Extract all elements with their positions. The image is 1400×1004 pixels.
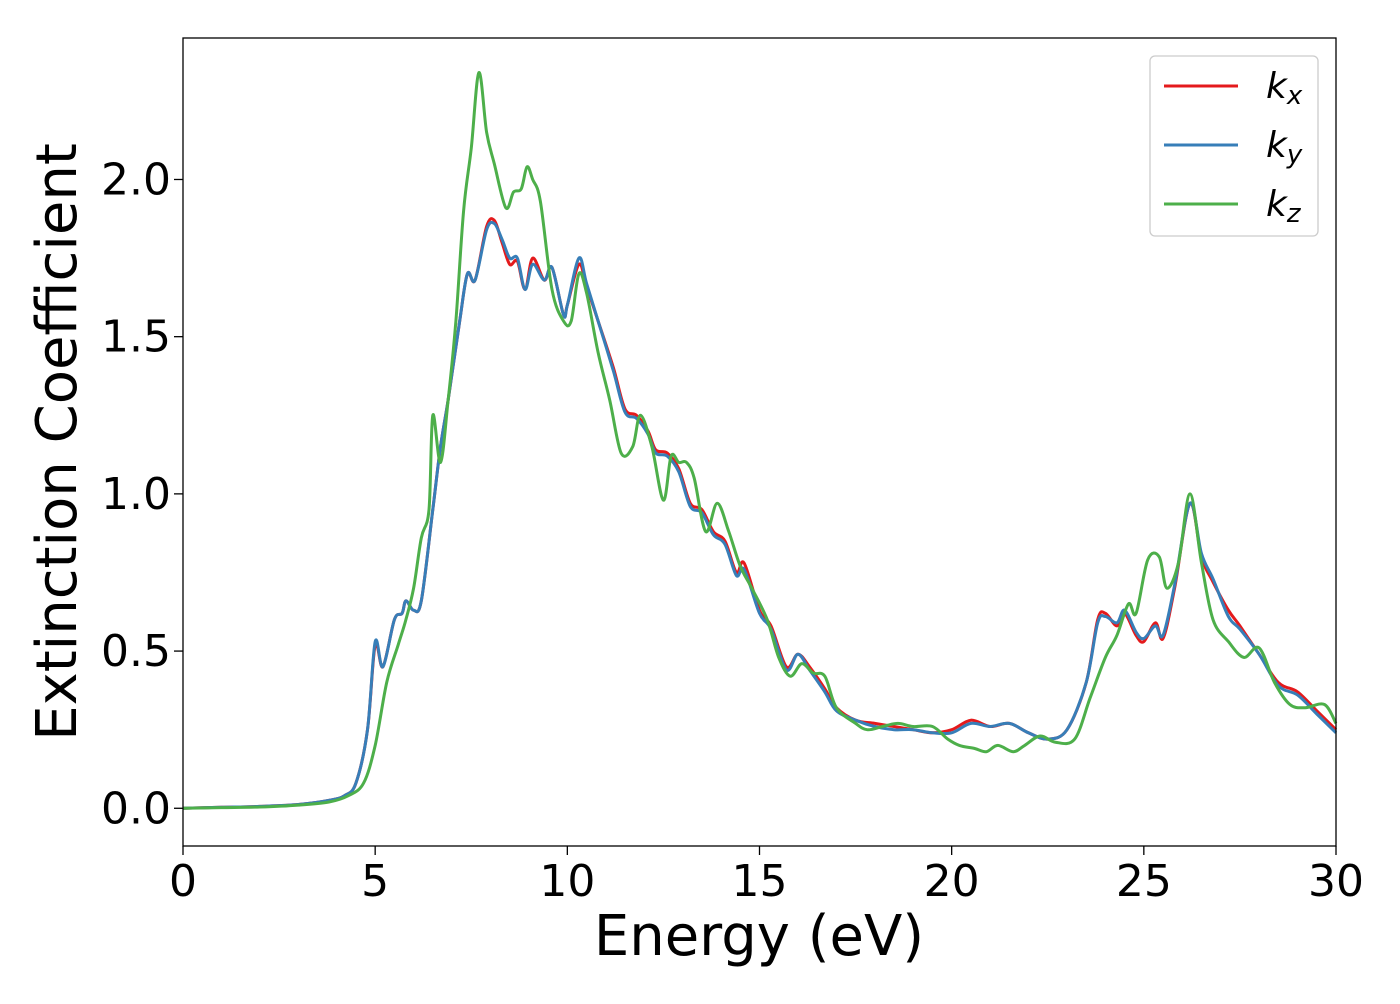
x-tick-label: 20 bbox=[924, 856, 980, 907]
y-tick-label: 0.0 bbox=[101, 783, 171, 834]
x-tick-label: 5 bbox=[361, 856, 389, 907]
series-line-ky bbox=[182, 220, 1338, 810]
y-axis-ticks: 0.0 0.5 1.0 1.5 2.0 bbox=[101, 154, 183, 834]
legend-label-kx: kx bbox=[1266, 66, 1303, 111]
x-axis-ticks: 0 5 10 15 20 25 30 bbox=[169, 846, 1364, 907]
legend-label-ky: ky bbox=[1266, 125, 1303, 170]
series-line-kz bbox=[182, 71, 1338, 810]
y-tick-label: 2.0 bbox=[101, 154, 171, 205]
x-tick-label: 25 bbox=[1116, 856, 1172, 907]
x-tick-label: 10 bbox=[539, 856, 595, 907]
legend-subscript: x bbox=[1286, 81, 1303, 111]
x-tick-label: 15 bbox=[732, 856, 788, 907]
legend-subscript: z bbox=[1286, 199, 1302, 229]
x-axis-title: Energy (eV) bbox=[594, 904, 924, 969]
y-tick-label: 1.5 bbox=[101, 312, 171, 363]
series-layer bbox=[182, 71, 1338, 810]
y-tick-label: 1.0 bbox=[101, 469, 171, 520]
y-axis-title: Extinction Coefficient bbox=[25, 143, 90, 741]
y-tick-label: 0.5 bbox=[101, 626, 171, 677]
legend-subscript: y bbox=[1286, 140, 1303, 170]
x-tick-label: 0 bbox=[169, 856, 197, 907]
x-tick-label: 30 bbox=[1308, 856, 1364, 907]
series-line-kx bbox=[182, 217, 1338, 810]
